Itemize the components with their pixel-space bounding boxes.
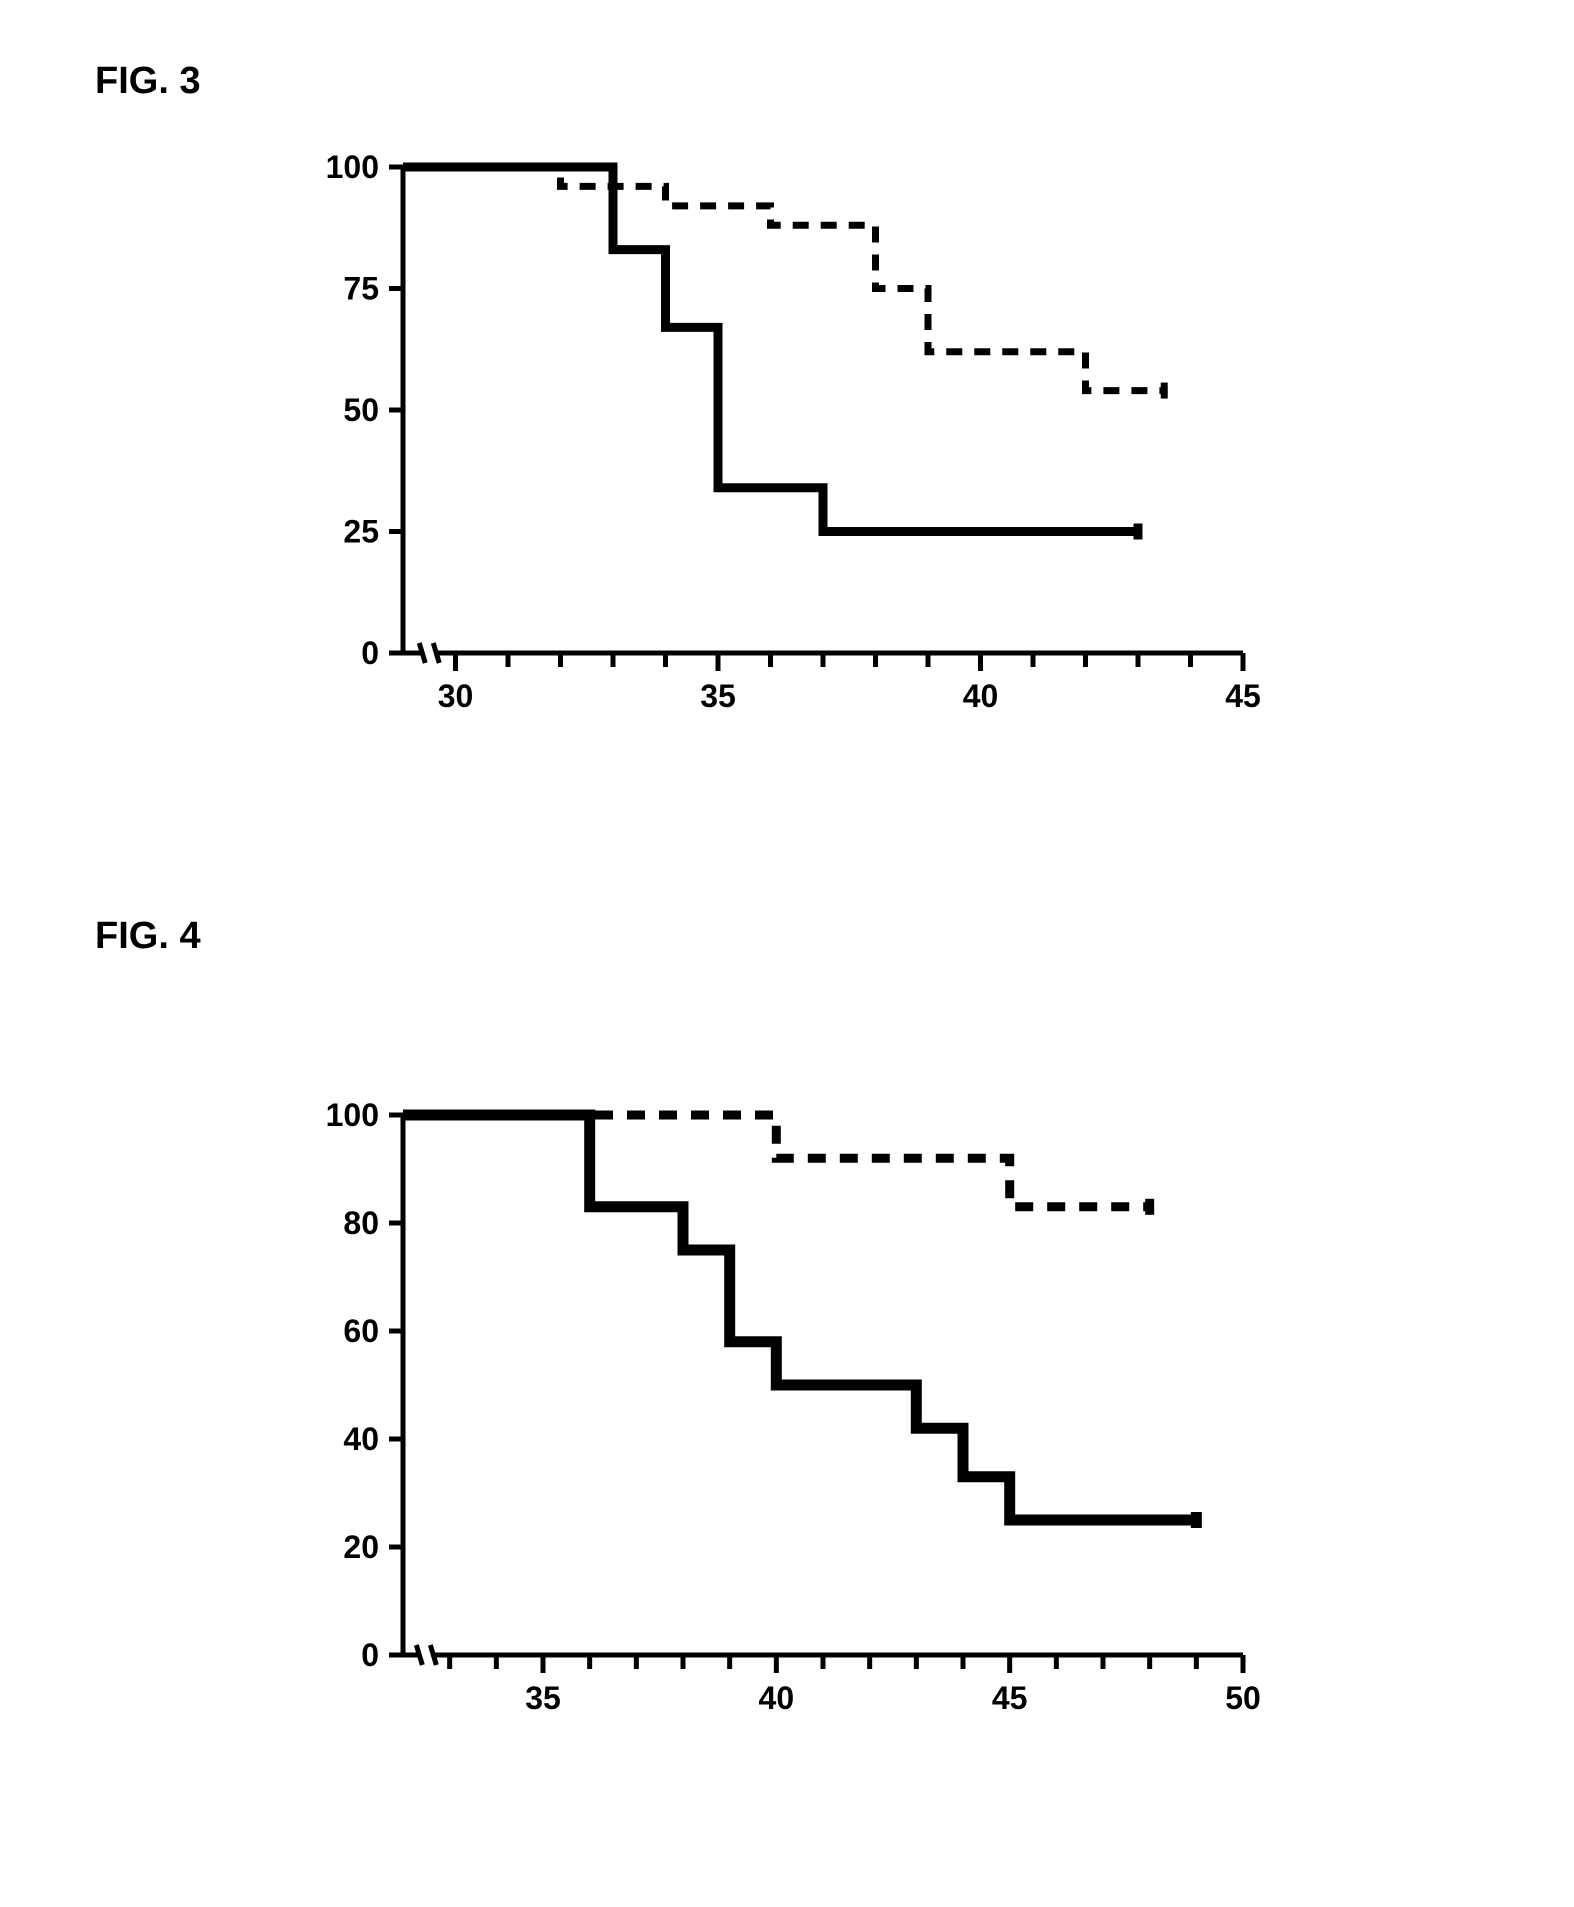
x-tick-label: 45 xyxy=(992,1680,1028,1716)
x-tick-label: 40 xyxy=(963,678,999,714)
y-tick-label: 50 xyxy=(343,392,379,428)
y-tick-label: 100 xyxy=(326,1097,379,1133)
y-tick-label: 40 xyxy=(343,1421,379,1457)
y-tick-label: 80 xyxy=(343,1205,379,1241)
x-tick-label: 45 xyxy=(1225,678,1261,714)
axis-break-mark xyxy=(430,1645,436,1665)
figure-4-chart: 0 20 40 60 80 100 35 40 45 50 xyxy=(265,1095,1275,1740)
chart-svg: 0 25 50 75 100 30 35 40 45 xyxy=(265,150,1275,725)
x-tick-label: 35 xyxy=(700,678,736,714)
chart-svg: 0 20 40 60 80 100 35 40 45 50 xyxy=(265,1095,1275,1740)
y-tick-label: 60 xyxy=(343,1313,379,1349)
series-dashed xyxy=(403,167,1164,391)
x-tick-label: 50 xyxy=(1225,1680,1261,1716)
y-tick-label: 0 xyxy=(361,635,379,671)
figure-4-label: FIG. 4 xyxy=(95,915,201,958)
series-solid xyxy=(403,1115,1196,1520)
x-tick-label: 35 xyxy=(525,1680,561,1716)
axis-break-mark xyxy=(433,643,439,663)
y-tick-label: 20 xyxy=(343,1529,379,1565)
x-tick-label: 30 xyxy=(438,678,474,714)
y-tick-label: 25 xyxy=(343,514,379,550)
figure-3-label: FIG. 3 xyxy=(95,60,201,103)
y-tick-label: 0 xyxy=(361,1637,379,1673)
y-tick-label: 100 xyxy=(326,150,379,185)
y-tick-label: 75 xyxy=(343,271,379,307)
figure-3-chart: 0 25 50 75 100 30 35 40 45 xyxy=(265,150,1275,725)
x-tick-label: 40 xyxy=(759,1680,795,1716)
axis-break-mark xyxy=(419,643,425,663)
axis-break-mark xyxy=(416,1645,422,1665)
series-dashed xyxy=(403,1115,1150,1207)
page: FIG. 3 0 25 50 75 100 30 35 40 45 FIG. 4 0 20 40 60… xyxy=(0,0,1574,1907)
